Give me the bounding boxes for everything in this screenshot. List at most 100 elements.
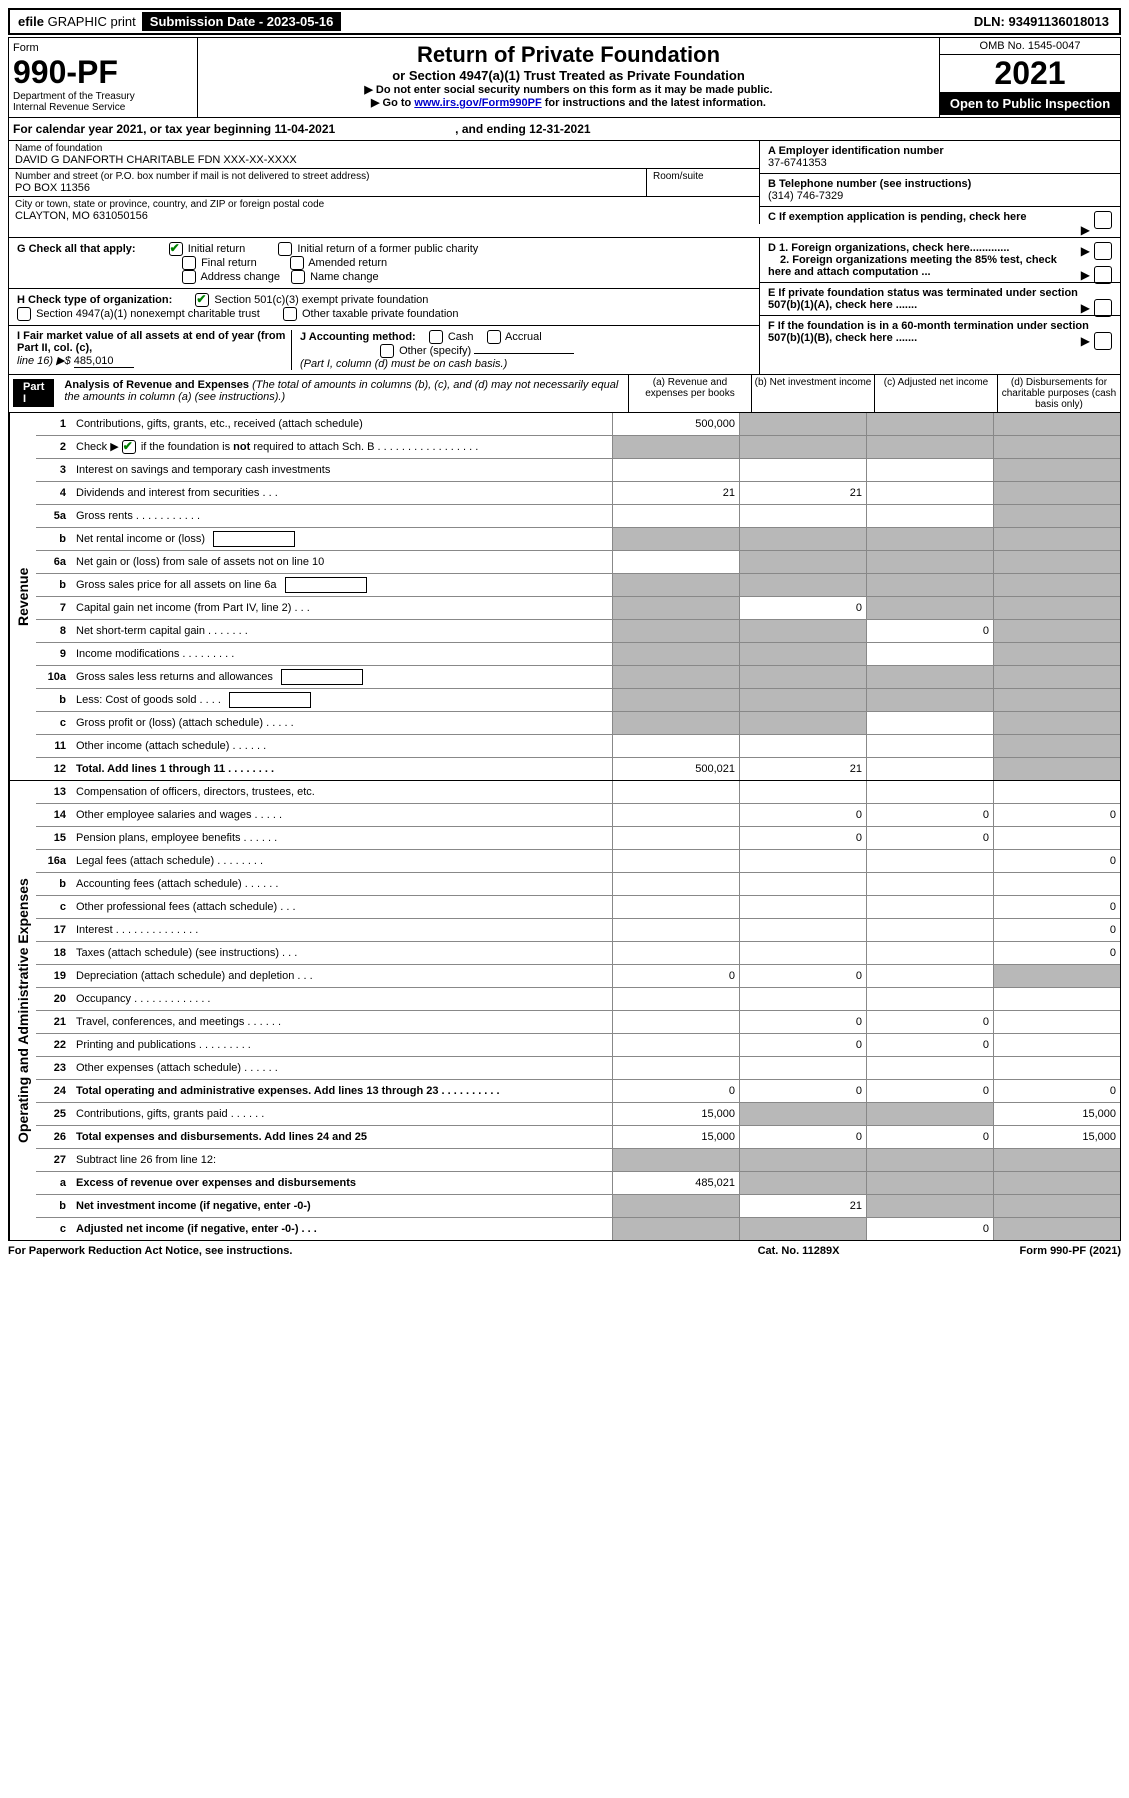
initial-return-checkbox[interactable] [169,242,183,256]
table-cell: 500,021 [612,758,739,780]
table-row: bNet rental income or (loss) [36,528,1120,551]
row-number: 11 [36,740,72,752]
table-cell [993,1195,1120,1217]
table-row: 9Income modifications . . . . . . . . . [36,643,1120,666]
row-number: 15 [36,832,72,844]
expense-rows-body: 13Compensation of officers, directors, t… [36,781,1120,1240]
table-cell: 0 [739,827,866,849]
table-row: cOther professional fees (attach schedul… [36,896,1120,919]
501c3-checkbox[interactable] [195,293,209,307]
sch-b-checkbox[interactable] [122,440,136,454]
former-charity-checkbox[interactable] [278,242,292,256]
name-change-checkbox[interactable] [291,270,305,284]
g-opt-1: Initial return of a former public charit… [297,243,478,255]
row-number: 10a [36,671,72,683]
table-cell [612,1057,739,1079]
address-change-checkbox[interactable] [182,270,196,284]
final-return-checkbox[interactable] [182,256,196,270]
table-cell [866,1103,993,1125]
table-cell [739,1057,866,1079]
row-label: Other employee salaries and wages . . . … [72,807,612,823]
section-e-row: E If private foundation status was termi… [760,283,1120,316]
table-cell: 15,000 [612,1126,739,1148]
d2-checkbox[interactable] [1094,266,1112,284]
col-b-header: (b) Net investment income [751,375,874,412]
table-cell [993,988,1120,1010]
table-cell [866,505,993,527]
amended-return-checkbox[interactable] [290,256,304,270]
table-cell [612,1011,739,1033]
table-cell [739,988,866,1010]
table-cell [866,551,993,573]
col-c-header: (c) Adjusted net income [874,375,997,412]
part1-title-cell: Part I Analysis of Revenue and Expenses … [9,375,628,412]
table-cell [993,459,1120,481]
j-label: J Accounting method: [300,331,416,343]
form-subtitle2: ▶ Do not enter social security numbers o… [202,83,935,96]
row-label: Capital gain net income (from Part IV, l… [72,600,612,616]
calendar-year-row: For calendar year 2021, or tax year begi… [8,118,1121,141]
row-number: 24 [36,1085,72,1097]
foundation-name: DAVID G DANFORTH CHARITABLE FDN XXX-XX-X… [15,154,753,166]
row-label: Other income (attach schedule) . . . . .… [72,738,612,754]
h-opt-1: Section 501(c)(3) exempt private foundat… [214,294,428,306]
4947-checkbox[interactable] [17,307,31,321]
section-i: I Fair market value of all assets at end… [17,330,292,370]
goto-pre: ▶ Go to [371,97,414,109]
table-row: 20Occupancy . . . . . . . . . . . . . [36,988,1120,1011]
row-number: 8 [36,625,72,637]
table-cell [612,689,739,711]
table-row: 12Total. Add lines 1 through 11 . . . . … [36,758,1120,780]
row-number: 21 [36,1016,72,1028]
table-row: cGross profit or (loss) (attach schedule… [36,712,1120,735]
row-label: Total. Add lines 1 through 11 . . . . . … [72,761,612,777]
form-subtitle1: or Section 4947(a)(1) Trust Treated as P… [202,68,935,83]
check-left-col: G Check all that apply: Initial return I… [9,238,759,374]
other-taxable-checkbox[interactable] [283,307,297,321]
dept-treasury: Department of the Treasury [13,91,193,102]
row-number: 26 [36,1131,72,1143]
table-cell [866,712,993,734]
table-cell [993,1149,1120,1171]
table-cell [612,551,739,573]
table-cell [993,643,1120,665]
table-cell: 500,000 [612,413,739,435]
d1-checkbox[interactable] [1094,242,1112,260]
table-cell [993,1172,1120,1194]
table-cell: 0 [739,965,866,987]
h-opt-2: Section 4947(a)(1) nonexempt charitable … [36,308,260,320]
accrual-checkbox[interactable] [487,330,501,344]
form-word: Form [13,42,193,54]
row-number: a [36,1177,72,1189]
other-specify-checkbox[interactable] [380,344,394,358]
name-right-col: A Employer identification number 37-6741… [760,141,1120,237]
row-label: Interest . . . . . . . . . . . . . . [72,922,612,938]
table-cell [866,528,993,550]
city-value: CLAYTON, MO 631050156 [15,210,753,222]
row-label: Net gain or (loss) from sale of assets n… [72,554,612,570]
row-label: Less: Cost of goods sold . . . . [72,690,612,710]
table-cell [993,413,1120,435]
i-label1: I Fair market value of all assets at end… [17,330,285,354]
row-number: 20 [36,993,72,1005]
phone-value: (314) 746-7329 [768,190,1112,202]
table-row: 10aGross sales less returns and allowanc… [36,666,1120,689]
efile-label: efile GRAPHIC print [12,14,142,29]
row-number: 27 [36,1154,72,1166]
table-cell: 0 [739,597,866,619]
f-checkbox[interactable] [1094,332,1112,350]
city-cell: City or town, state or province, country… [9,197,760,224]
cash-checkbox[interactable] [429,330,443,344]
row-label: Adjusted net income (if negative, enter … [72,1221,612,1237]
table-row: cAdjusted net income (if negative, enter… [36,1218,1120,1240]
table-cell [866,1149,993,1171]
table-row: 1Contributions, gifts, grants, etc., rec… [36,413,1120,436]
arrow-icon: ▶ [1081,301,1090,315]
table-row: 23Other expenses (attach schedule) . . .… [36,1057,1120,1080]
e-checkbox[interactable] [1094,299,1112,317]
row-number: 6a [36,556,72,568]
c-checkbox[interactable] [1094,211,1112,229]
table-cell [612,1034,739,1056]
irs-link[interactable]: www.irs.gov/Form990PF [414,97,541,109]
table-cell: 0 [866,1011,993,1033]
